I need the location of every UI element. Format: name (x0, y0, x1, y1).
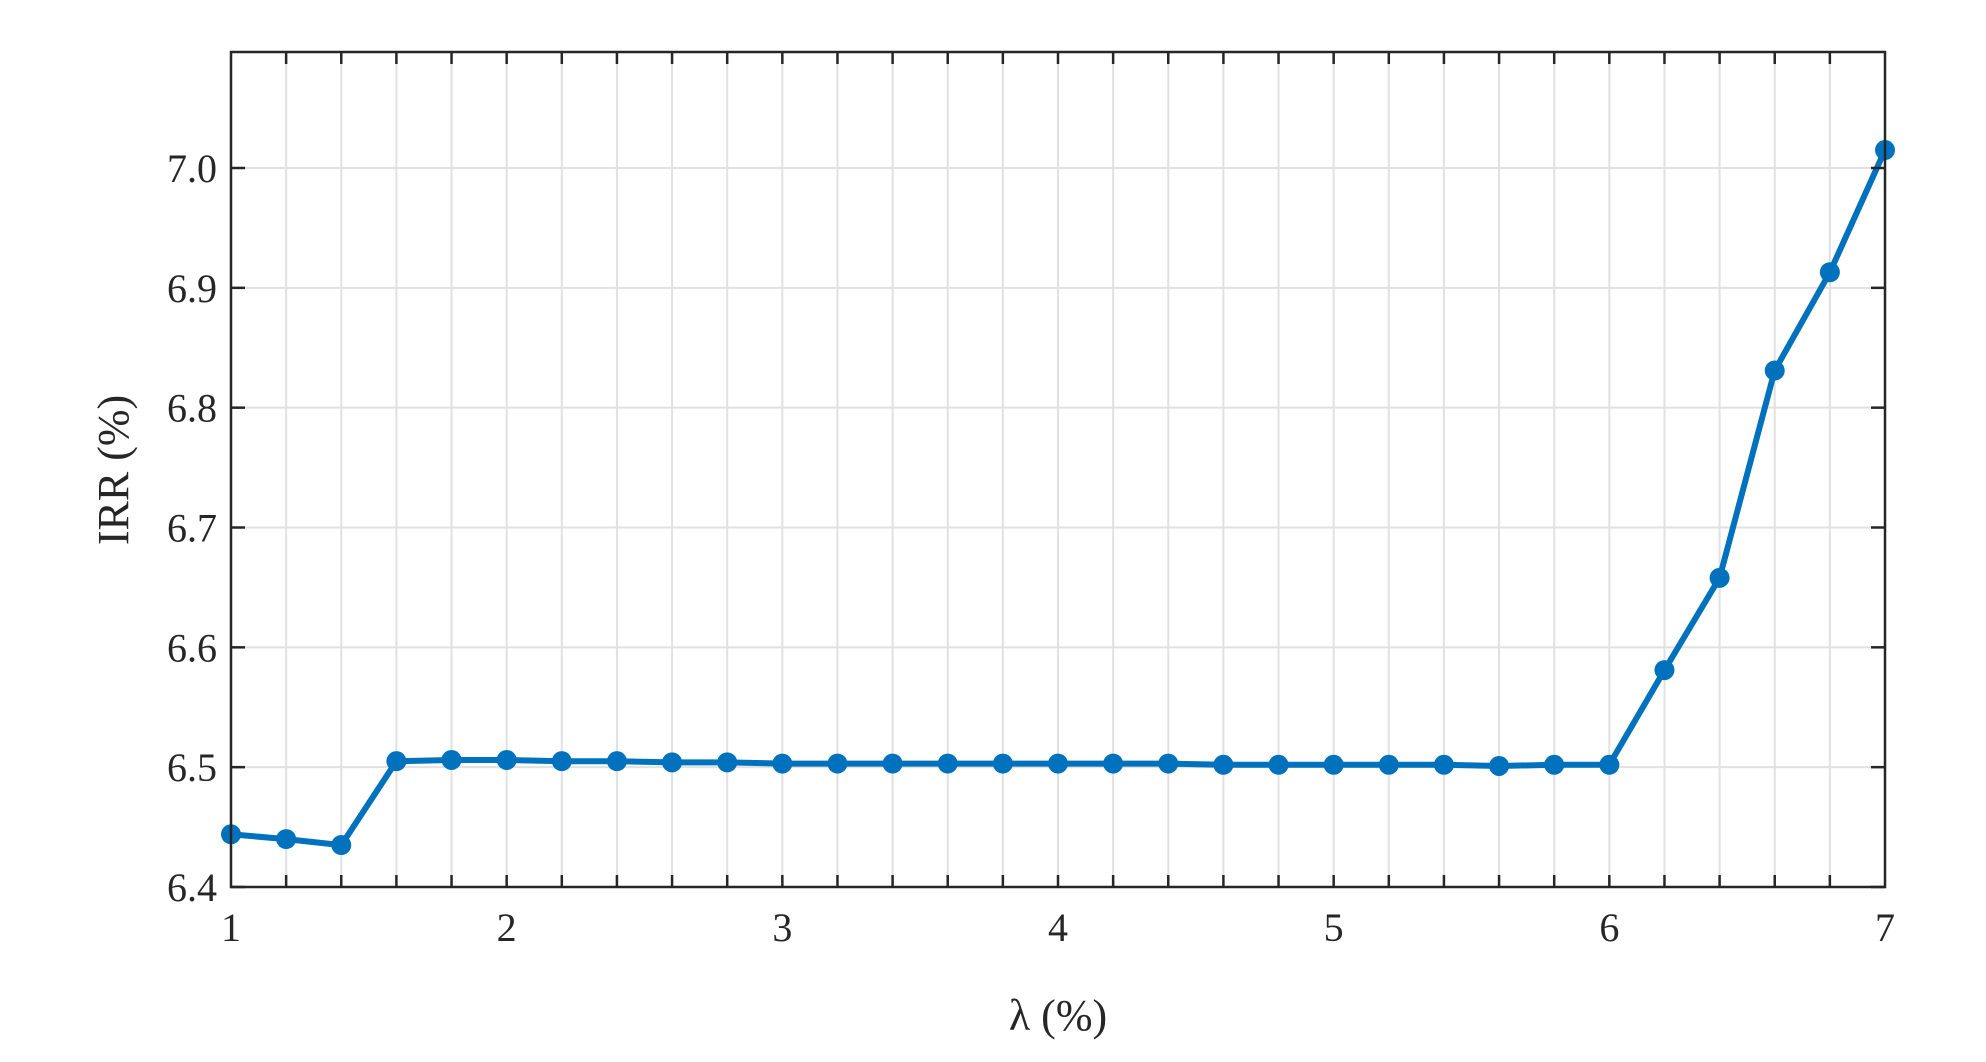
data-point (331, 835, 352, 856)
data-point (1048, 753, 1068, 774)
data-point (772, 753, 793, 774)
data-point (276, 829, 297, 850)
x-tick-labels: 1 2 3 4 5 6 7 (221, 905, 1895, 950)
data-point (1654, 660, 1675, 681)
data-point (937, 753, 958, 774)
data-points (221, 140, 1895, 856)
data-point (1709, 567, 1730, 588)
data-point (1323, 754, 1344, 775)
data-point (882, 753, 903, 774)
y-axis-label: IRR (%) (89, 395, 138, 545)
y-tick-label: 6.8 (167, 386, 217, 431)
data-point (1433, 754, 1454, 775)
y-tick-label: 6.7 (167, 506, 217, 551)
y-tick-labels: 6.4 6.5 6.6 6.7 6.8 6.9 7.0 (167, 146, 217, 910)
x-tick-label: 3 (772, 905, 792, 950)
data-point (1213, 754, 1234, 775)
y-tick-label: 6.4 (167, 865, 217, 910)
x-tick-label: 4 (1048, 905, 1068, 950)
x-tick-label: 1 (221, 905, 241, 950)
y-tick-label: 6.6 (167, 625, 217, 670)
y-tick-label: 6.5 (167, 745, 217, 790)
data-point (1378, 754, 1399, 775)
data-point (662, 752, 683, 773)
x-tick-label: 6 (1599, 905, 1619, 950)
data-point (717, 752, 738, 773)
ticks (231, 52, 1885, 889)
x-tick-label: 5 (1324, 905, 1344, 950)
y-tick-label: 7.0 (167, 146, 217, 191)
grid (231, 52, 1885, 887)
data-point (992, 753, 1013, 774)
data-point (386, 751, 407, 772)
data-point (1764, 360, 1785, 381)
x-axis-label: λ (%) (1009, 991, 1107, 1040)
x-tick-label: 7 (1875, 905, 1895, 950)
data-point (1268, 754, 1289, 775)
data-point (1489, 755, 1510, 776)
data-point (1103, 753, 1124, 774)
data-point (551, 751, 572, 772)
data-point (496, 749, 517, 770)
data-point (827, 753, 848, 774)
data-point (441, 749, 462, 770)
data-point (606, 751, 627, 772)
data-point (1158, 753, 1179, 774)
y-tick-label: 6.9 (167, 266, 217, 311)
data-point (1544, 754, 1565, 775)
data-point (1599, 754, 1620, 775)
x-tick-label: 2 (497, 905, 517, 950)
data-point (1819, 262, 1840, 283)
